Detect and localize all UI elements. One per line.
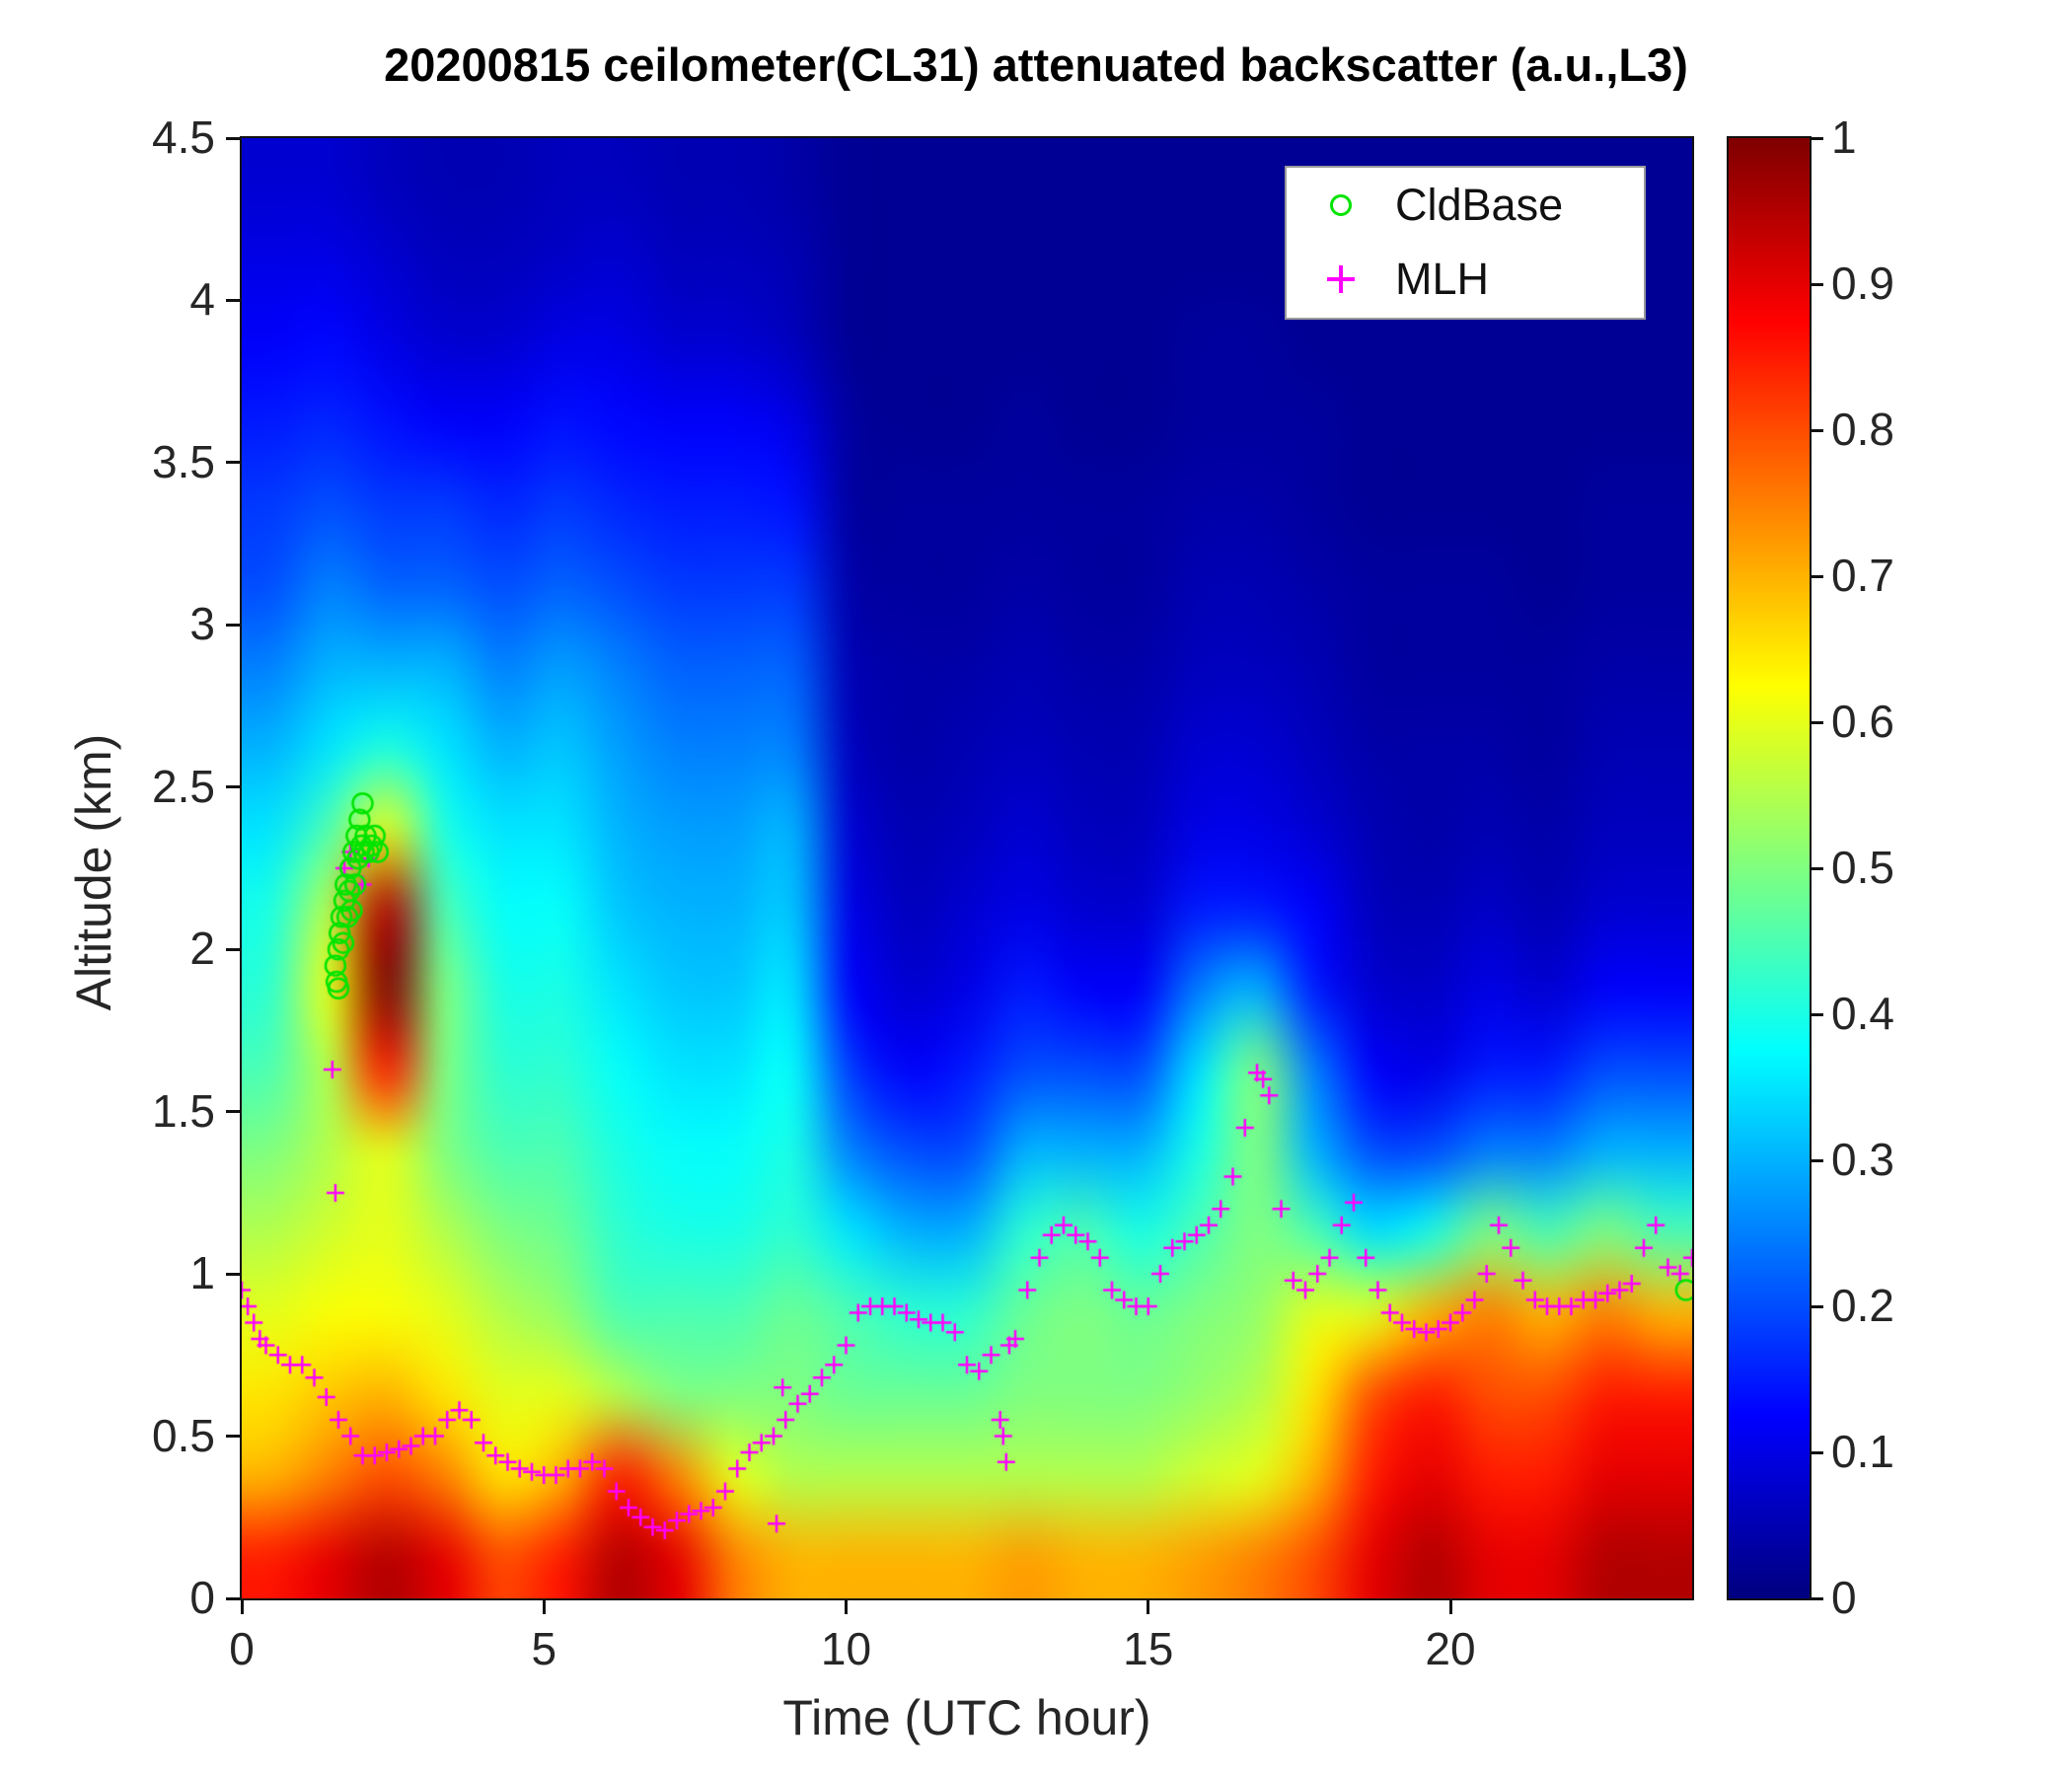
colorbar-tick-label: 0.1 — [1831, 1426, 1894, 1477]
cldbase-marker-icon — [1330, 193, 1352, 216]
colorbar — [1727, 136, 1812, 1600]
y-tick-mark — [226, 136, 242, 140]
colorbar-tick-label: 0.5 — [1831, 842, 1894, 893]
colorbar-tick-mark — [1810, 1450, 1823, 1454]
y-tick-label: 4.5 — [152, 111, 215, 163]
colorbar-tick-label: 0.7 — [1831, 550, 1894, 601]
chart-title: 20200815 ceilometer(CL31) attenuated bac… — [384, 38, 1688, 91]
y-tick-mark — [226, 1110, 242, 1114]
colorbar-tick-mark — [1810, 1596, 1823, 1600]
colorbar-tick-label: 0.4 — [1831, 988, 1894, 1039]
x-tick-label: 10 — [820, 1623, 872, 1674]
x-tick-mark — [1147, 1598, 1150, 1614]
y-tick-label: 1.5 — [152, 1084, 215, 1137]
y-tick-label: 0.5 — [152, 1409, 215, 1461]
y-tick-mark — [226, 1596, 242, 1600]
y-tick-mark — [226, 1435, 242, 1439]
plot-area — [240, 136, 1694, 1600]
y-tick-mark — [226, 947, 242, 951]
legend-label-mlh: MLH — [1395, 253, 1490, 304]
y-axis-label: Altitude (km) — [66, 733, 121, 1011]
legend-label-cldbase: CldBase — [1395, 179, 1564, 230]
x-tick-mark — [542, 1598, 546, 1614]
x-axis-label: Time (UTC hour) — [782, 1690, 1151, 1745]
x-tick-mark — [240, 1598, 244, 1614]
y-tick-label: 2 — [189, 923, 215, 975]
colorbar-tick-mark — [1810, 1158, 1823, 1162]
x-tick-label: 20 — [1425, 1623, 1476, 1674]
y-tick-label: 0 — [189, 1572, 215, 1623]
y-tick-label: 2.5 — [152, 760, 215, 812]
colorbar-tick-mark — [1810, 428, 1823, 432]
y-tick-mark — [226, 461, 242, 465]
colorbar-tick-mark — [1810, 1304, 1823, 1308]
x-tick-mark — [1448, 1598, 1452, 1614]
colorbar-tick-label: 1 — [1831, 111, 1857, 163]
legend-item-mlh: MLH — [1287, 242, 1644, 316]
colorbar-tick-mark — [1810, 282, 1823, 286]
colorbar-tick-label: 0 — [1831, 1572, 1857, 1623]
y-tick-label: 4 — [189, 273, 215, 326]
colorbar-tick-mark — [1810, 866, 1823, 870]
legend-item-cldbase: CldBase — [1287, 168, 1644, 242]
colorbar-tick-mark — [1810, 136, 1823, 140]
x-tick-label: 15 — [1123, 1623, 1174, 1674]
markers-canvas — [242, 138, 1692, 1598]
colorbar-tick-label: 0.6 — [1831, 696, 1894, 747]
y-tick-label: 1 — [189, 1247, 215, 1299]
colorbar-tick-label: 0.8 — [1831, 404, 1894, 455]
y-tick-label: 3 — [189, 598, 215, 650]
y-tick-mark — [226, 785, 242, 789]
colorbar-tick-mark — [1810, 1012, 1823, 1016]
x-tick-label: 0 — [229, 1623, 255, 1674]
colorbar-tick-mark — [1810, 720, 1823, 724]
mlh-marker-icon — [1327, 264, 1355, 293]
colorbar-tick-label: 0.2 — [1831, 1280, 1894, 1331]
x-tick-label: 5 — [531, 1623, 557, 1674]
y-tick-mark — [226, 1272, 242, 1276]
legend: CldBase MLH — [1285, 166, 1646, 320]
y-tick-label: 3.5 — [152, 435, 215, 487]
y-tick-mark — [226, 623, 242, 627]
colorbar-tick-mark — [1810, 574, 1823, 578]
colorbar-tick-label: 0.3 — [1831, 1134, 1894, 1185]
colorbar-tick-label: 0.9 — [1831, 258, 1894, 309]
x-tick-mark — [845, 1598, 848, 1614]
y-tick-mark — [226, 298, 242, 302]
